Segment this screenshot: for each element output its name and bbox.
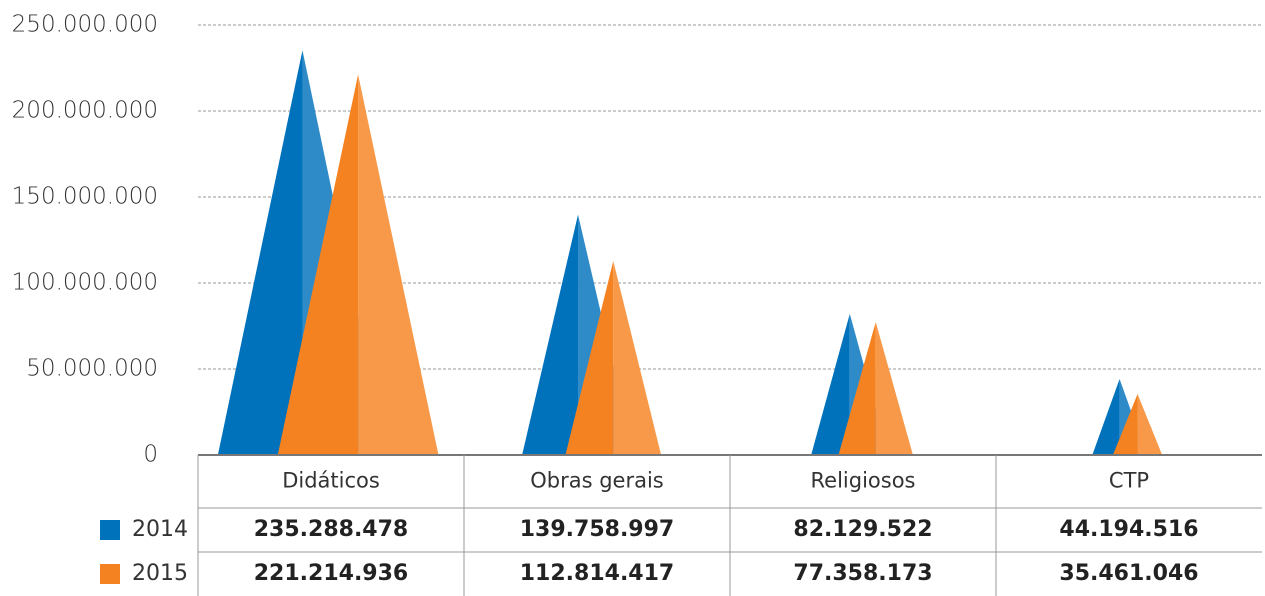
pyramid bbox=[277, 74, 439, 455]
x-tick-label: Didáticos bbox=[282, 469, 380, 493]
legend-swatch bbox=[100, 564, 120, 584]
value-label: 221.214.936 bbox=[254, 561, 408, 586]
pyramid-right bbox=[1137, 394, 1163, 455]
y-tick-label: 250.000.000 bbox=[12, 12, 158, 38]
value-label: 35.461.046 bbox=[1059, 561, 1198, 586]
y-tick-label: 50.000.000 bbox=[26, 356, 158, 382]
pyramid-left bbox=[1112, 394, 1138, 455]
pyramid bbox=[1112, 394, 1163, 455]
legend-swatch bbox=[100, 520, 120, 540]
x-tick-label: Religiosos bbox=[811, 469, 916, 493]
pyramid-left bbox=[565, 260, 614, 455]
pyramid-right bbox=[875, 321, 913, 455]
pyramid-left bbox=[1092, 378, 1120, 455]
y-tick-label: 100.000.000 bbox=[12, 270, 158, 296]
x-tick-label: CTP bbox=[1109, 469, 1149, 493]
value-label: 139.758.997 bbox=[520, 517, 674, 542]
pyramid bbox=[838, 321, 913, 455]
x-tick-label: Obras gerais bbox=[530, 469, 664, 493]
legend-label: 2015 bbox=[132, 561, 188, 586]
value-label: 44.194.516 bbox=[1059, 517, 1198, 542]
y-tick-label: 150.000.000 bbox=[12, 184, 158, 210]
pyramid-left bbox=[811, 313, 850, 455]
value-label: 82.129.522 bbox=[793, 517, 932, 542]
value-label: 77.358.173 bbox=[793, 561, 932, 586]
y-tick-label: 0 bbox=[143, 442, 158, 468]
pyramid-left bbox=[277, 74, 359, 455]
pyramid-left bbox=[522, 214, 579, 455]
value-label: 235.288.478 bbox=[254, 517, 408, 542]
y-tick-label: 200.000.000 bbox=[12, 98, 158, 124]
pyramid-right bbox=[358, 74, 439, 455]
pyramid-left bbox=[217, 50, 303, 455]
pyramid-right bbox=[613, 260, 662, 455]
legend-label: 2014 bbox=[132, 517, 188, 542]
value-label: 112.814.417 bbox=[520, 561, 674, 586]
pyramid-left bbox=[838, 321, 876, 455]
pyramid bbox=[565, 260, 662, 455]
